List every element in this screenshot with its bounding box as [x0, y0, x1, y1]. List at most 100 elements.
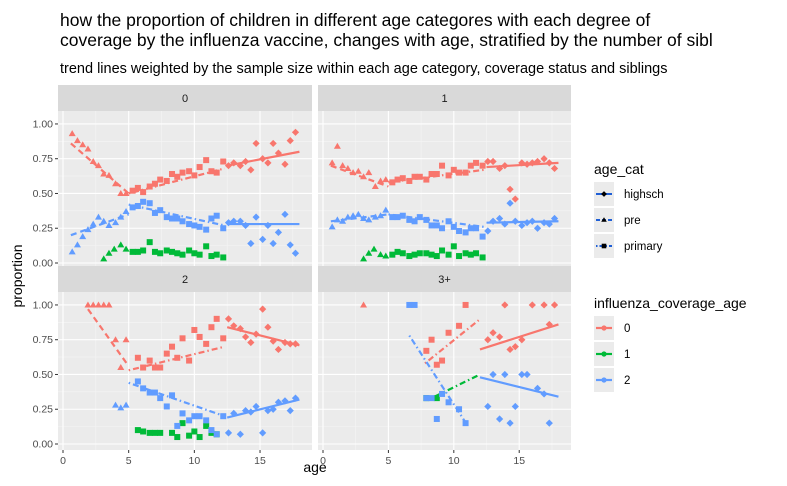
- trend-line-pre-cov0: [70, 142, 130, 195]
- data-point-highsch-cov2: [281, 210, 289, 218]
- data-point-highsch-cov2: [259, 429, 267, 437]
- data-point-primary-cov2: [196, 413, 203, 420]
- data-point-pre-cov2: [112, 401, 120, 408]
- data-point-highsch-cov0: [550, 301, 559, 309]
- data-point-primary-cov0: [479, 162, 486, 169]
- data-point-primary-cov2: [186, 221, 193, 228]
- data-point-highsch-cov2: [501, 220, 509, 228]
- trend-line-primary-cov2: [128, 203, 225, 227]
- data-point-primary-cov0: [140, 364, 147, 371]
- data-point-primary-cov1: [428, 251, 435, 258]
- y-tick-label: 0.75: [33, 334, 54, 346]
- data-point-highsch-cov0: [230, 159, 238, 167]
- data-point-pre-cov0: [94, 301, 102, 308]
- data-point-pre-cov0: [112, 180, 120, 187]
- data-point-pre-cov0: [365, 169, 373, 176]
- y-tick-label: 1.00: [33, 118, 54, 130]
- data-point-highsch-cov2: [269, 239, 277, 248]
- data-point-primary-cov2: [416, 214, 423, 221]
- data-point-primary-cov2: [479, 233, 486, 240]
- data-point-primary-cov2: [473, 225, 480, 232]
- data-point-highsch-cov2: [241, 407, 250, 415]
- x-tick-label: 15: [513, 455, 525, 467]
- data-point-primary-cov1: [134, 248, 141, 255]
- data-point-primary-cov1: [157, 250, 164, 257]
- y-tick-label: 0.25: [33, 223, 54, 235]
- data-point-primary-cov0: [462, 169, 469, 176]
- data-point-primary-cov2: [433, 415, 440, 422]
- data-point-pre-cov2: [354, 210, 362, 217]
- legend-key-circle-icon: [601, 191, 607, 197]
- data-point-primary-cov1: [439, 247, 446, 254]
- data-point-highsch-cov0: [264, 159, 272, 167]
- data-point-primary-cov0: [179, 335, 186, 342]
- data-point-pre-cov0: [79, 141, 87, 148]
- data-point-highsch-cov2: [518, 370, 526, 379]
- x-tick-label: 5: [385, 455, 391, 467]
- data-point-primary-cov2: [157, 207, 164, 214]
- facet-strip: [58, 85, 312, 111]
- data-point-primary-cov2: [169, 215, 176, 222]
- data-point-highsch-cov0: [264, 323, 272, 331]
- data-point-primary-cov2: [191, 413, 198, 420]
- x-tick-label: 15: [254, 455, 266, 467]
- legend-influenza-coverage-age: influenza_coverage_age 0 1 2: [594, 295, 747, 392]
- data-point-highsch-cov2: [523, 370, 531, 379]
- data-point-highsch-cov2: [511, 217, 519, 225]
- data-point-primary-cov0: [174, 173, 181, 180]
- data-point-primary-cov2: [462, 420, 469, 427]
- data-point-primary-cov0: [394, 176, 401, 183]
- data-point-primary-cov0: [389, 179, 396, 186]
- data-point-pre-cov2: [79, 233, 87, 240]
- data-point-highsch-cov0: [489, 157, 497, 166]
- data-point-highsch-cov2: [489, 370, 497, 379]
- data-point-primary-cov2: [411, 301, 418, 308]
- data-point-primary-cov1: [129, 248, 136, 255]
- chart-title-line-1: how the proportion of children in differ…: [60, 10, 651, 30]
- data-point-primary-cov1: [473, 250, 480, 257]
- data-point-primary-cov1: [174, 434, 181, 441]
- data-point-primary-cov1: [163, 247, 170, 254]
- chart-title-line-2: coverage by the influenza vaccine, chang…: [60, 30, 713, 50]
- chart-subtitle: trend lines weighted by the sample size …: [60, 61, 668, 77]
- data-point-highsch-cov0: [230, 322, 238, 330]
- data-point-primary-cov1: [140, 428, 147, 435]
- data-point-highsch-cov0: [550, 164, 559, 173]
- data-point-highsch-cov0: [528, 159, 536, 167]
- data-point-primary-cov0: [423, 176, 430, 183]
- data-point-primary-cov2: [151, 389, 158, 396]
- data-point-primary-cov2: [129, 204, 136, 211]
- data-point-highsch-cov2: [274, 228, 283, 237]
- data-point-primary-cov1: [179, 251, 186, 258]
- data-point-primary-cov1: [186, 247, 193, 254]
- data-point-primary-cov1: [423, 250, 430, 257]
- data-point-highsch-cov0: [518, 336, 526, 344]
- panel-background: [318, 292, 571, 450]
- data-point-primary-cov1: [134, 427, 141, 434]
- data-point-highsch-cov0: [291, 340, 300, 348]
- data-point-primary-cov1: [196, 434, 203, 441]
- data-point-highsch-cov0: [523, 160, 531, 168]
- x-tick-label: 0: [320, 455, 326, 467]
- data-point-primary-cov0: [146, 183, 153, 190]
- data-point-primary-cov2: [146, 200, 153, 207]
- data-point-pre-cov0: [68, 130, 76, 137]
- data-point-primary-cov1: [203, 422, 210, 429]
- data-point-primary-cov0: [433, 361, 440, 368]
- data-point-highsch-cov2: [545, 220, 553, 228]
- data-point-highsch-cov0: [489, 329, 497, 337]
- data-point-pre-cov1: [122, 245, 130, 252]
- data-point-primary-cov0: [129, 187, 136, 194]
- data-point-primary-cov2: [220, 225, 227, 232]
- data-point-primary-cov2: [140, 198, 147, 205]
- data-point-primary-cov0: [445, 172, 452, 179]
- data-point-primary-cov2: [151, 209, 158, 216]
- data-point-primary-cov1: [433, 253, 440, 260]
- legend-item-label: pre: [624, 215, 641, 227]
- data-point-primary-cov2: [213, 431, 220, 438]
- data-point-highsch-cov0: [545, 159, 553, 167]
- data-point-primary-cov1: [151, 248, 158, 255]
- data-point-primary-cov1: [467, 251, 474, 258]
- data-point-primary-cov2: [406, 301, 413, 308]
- data-point-highsch-cov2: [533, 384, 542, 392]
